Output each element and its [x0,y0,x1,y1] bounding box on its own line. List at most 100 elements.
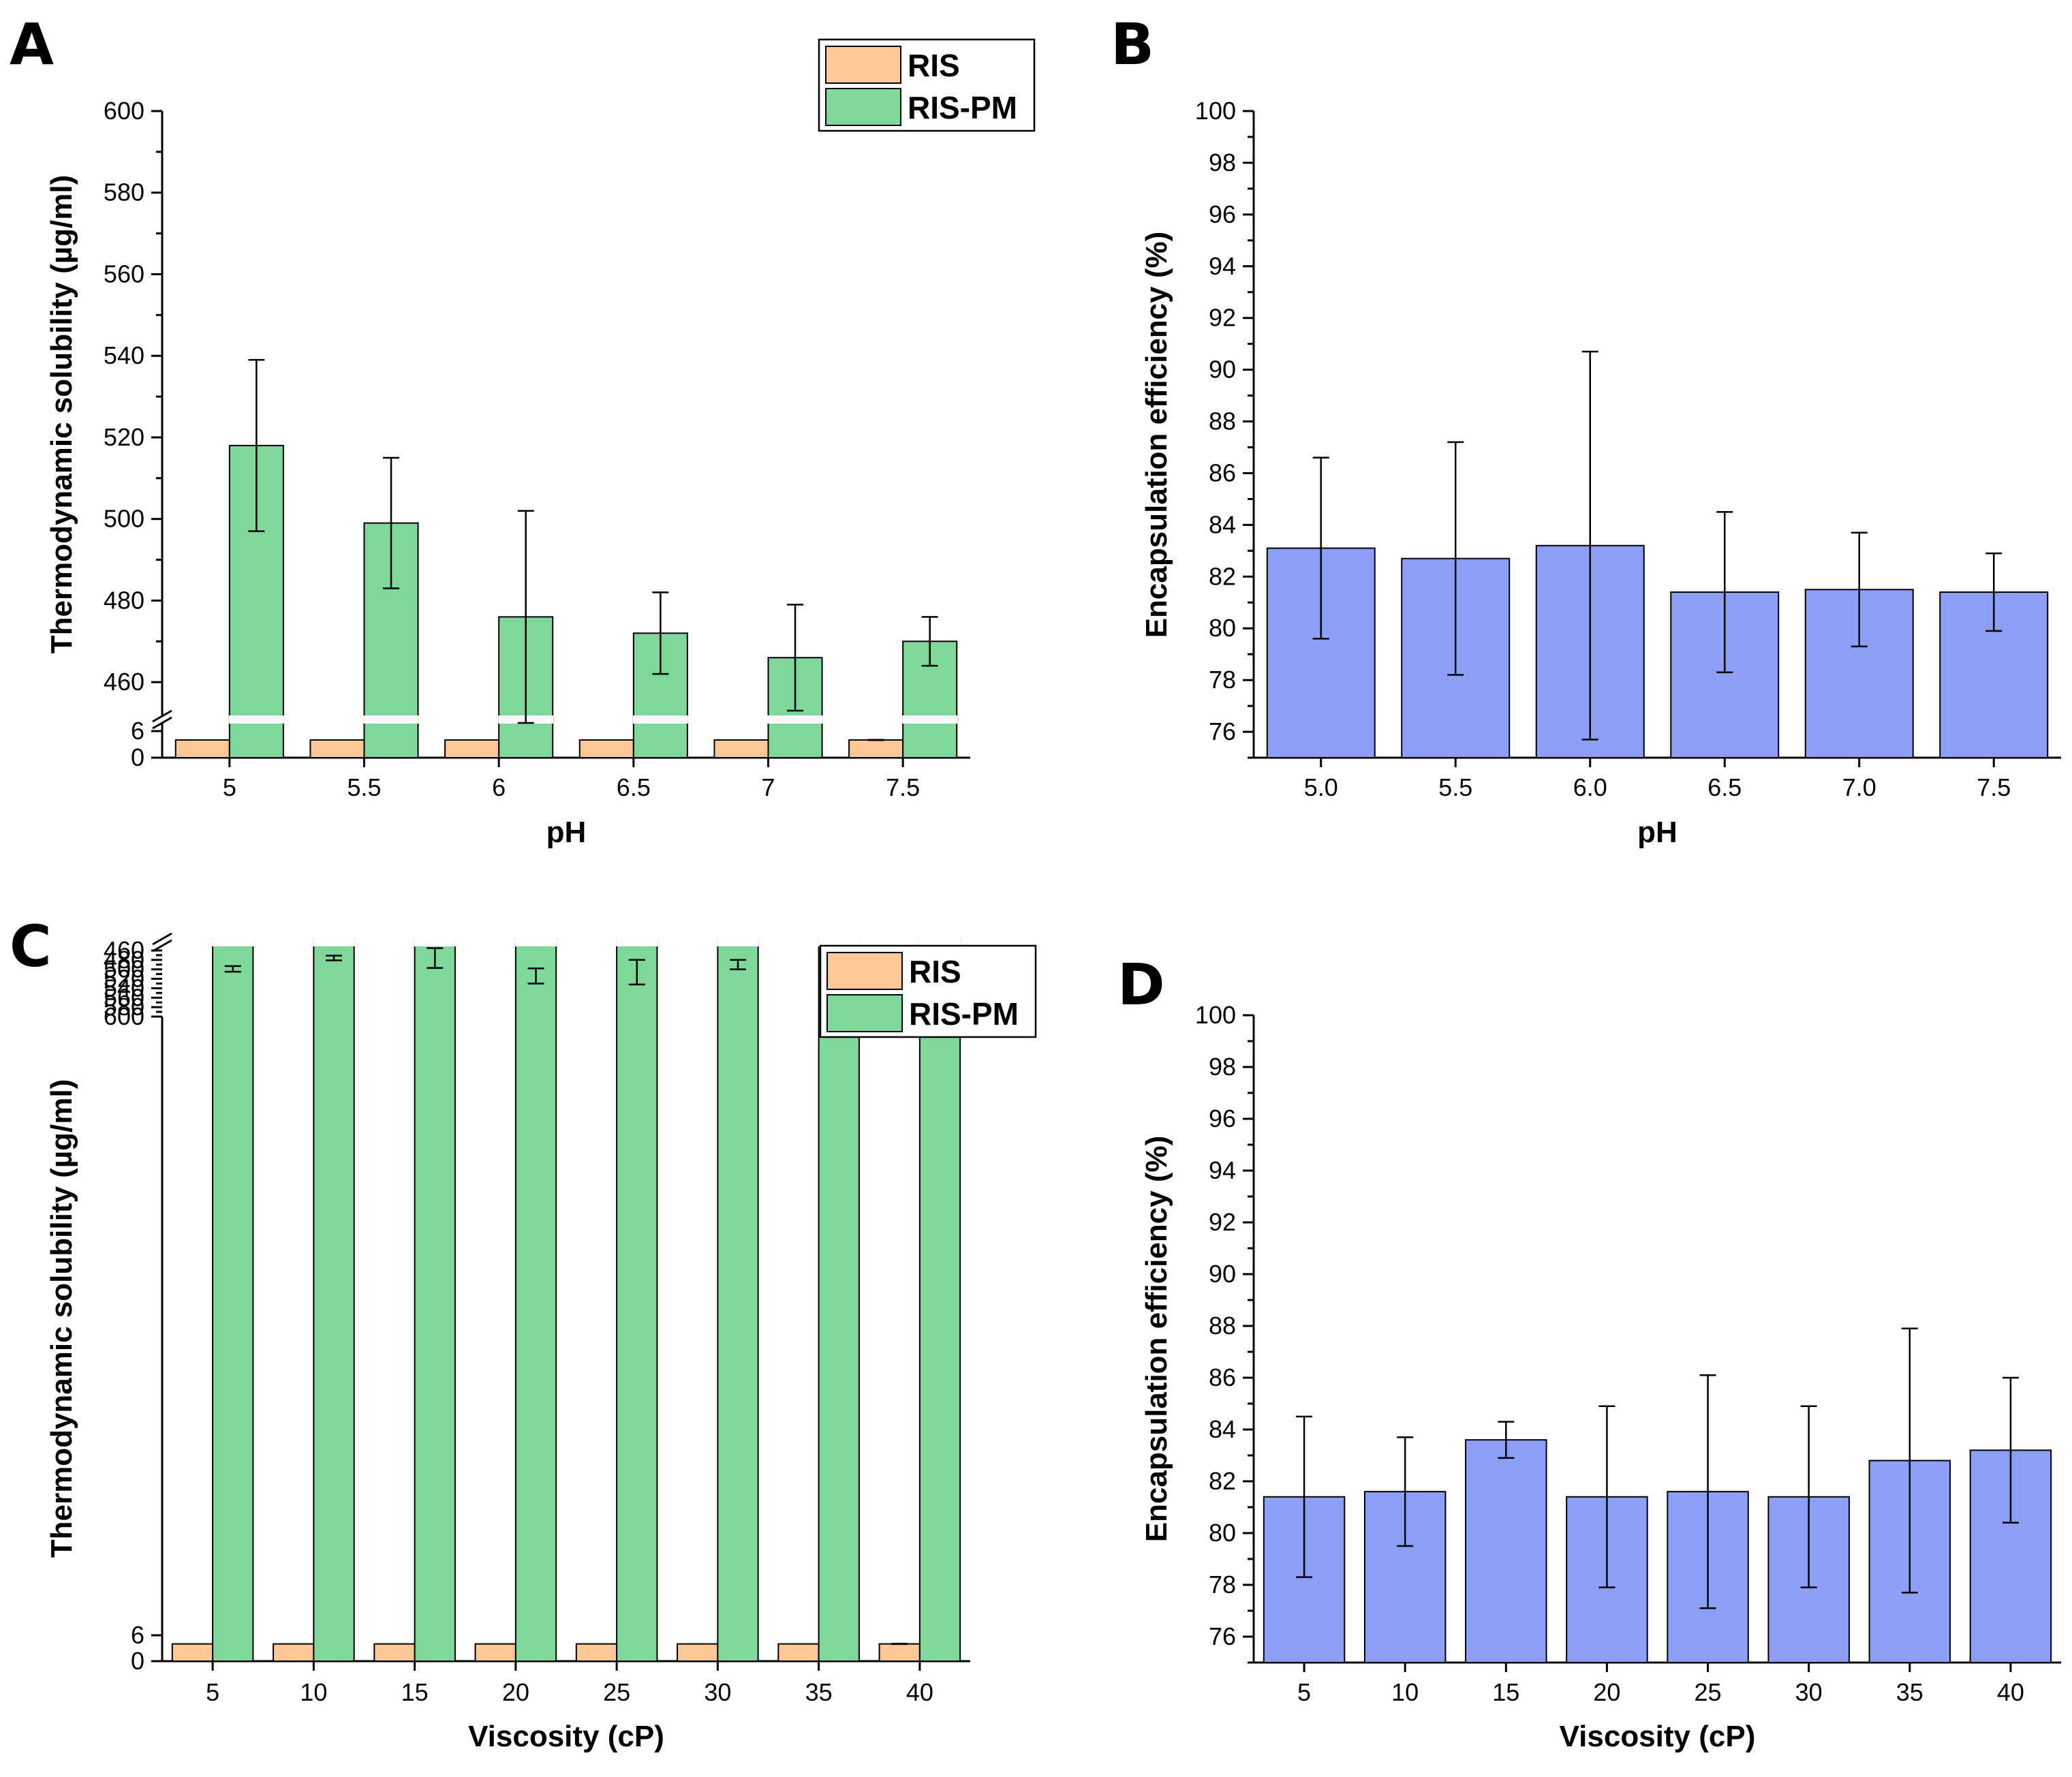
x-tick-label-C-40: 40 [906,1678,933,1706]
y-tick-label-D-98: 98 [1209,1053,1236,1081]
bar-ee-D-15 [1465,1439,1547,1663]
bar-break-gap-C-5 [212,938,254,946]
y-tick-label-C-low-6: 6 [131,1621,144,1649]
y-tick-label-D-92: 92 [1209,1208,1236,1236]
x-tick-label-C-35: 35 [805,1678,833,1706]
y-tick-label-D-84: 84 [1209,1415,1236,1443]
y-tick-label-D-90: 90 [1209,1260,1236,1288]
bar-ris-C-40 [878,1643,921,1663]
bar-break-gap-C-30 [717,938,759,946]
y-tick-label-D-78: 78 [1209,1571,1236,1598]
x-tick-label-D-30: 30 [1795,1678,1823,1706]
y-tick-label-D-86: 86 [1209,1363,1236,1391]
x-tick-label-B-7-5: 7.5 [1977,773,2011,801]
x-tick-label-A-5-5: 5.5 [347,773,381,801]
y-tick-label-B-76: 76 [1209,717,1236,745]
x-tick-label-D-10: 10 [1391,1678,1419,1706]
y-tick-label-B-80: 80 [1209,614,1236,642]
axis-break-gap-A [159,716,165,723]
legend-label-A-ris: RIS [908,48,960,83]
bar-break-gap-A-7 [767,715,823,724]
y-tick-label-A-600: 600 [104,97,144,125]
bar-break-gap-C-20 [514,938,557,946]
axis-break-mark-C-2 [152,939,172,953]
x-tick-label-D-15: 15 [1492,1678,1519,1706]
y-tick-label-D-100: 100 [1195,1001,1236,1029]
y-tick-label-D-82: 82 [1209,1467,1236,1495]
bar-ris-pm-low-C-15 [414,938,456,1662]
legend-label-A-ris-pm: RIS-PM [908,90,1017,125]
y-tick-label-A-520: 520 [104,423,144,451]
bar-ris-A-7 [713,739,769,758]
x-tick-label-B-6-0: 6.0 [1573,773,1607,801]
x-axis-title-D: Viscosity (cP) [1560,1720,1756,1753]
bar-ris-C-5 [171,1643,214,1663]
x-tick-label-D-25: 25 [1695,1678,1722,1706]
bar-break-gap-A-6-5 [632,715,688,724]
axis-break-mark-A-2 [152,716,172,730]
y-tick-label-A-low-0: 0 [131,743,144,771]
bar-ris-C-25 [575,1643,618,1663]
bar-ris-A-7-5 [848,739,904,758]
x-tick-label-C-5: 5 [206,1678,219,1706]
y-tick-label-C-600: 600 [104,1002,144,1030]
bar-ris-pm-low-C-20 [514,938,557,1662]
y-tick-label-D-80: 80 [1209,1519,1236,1547]
y-tick-label-B-96: 96 [1209,200,1236,228]
bar-ris-A-5 [174,739,230,758]
y-tick-label-C-500: 500 [104,955,144,983]
x-tick-label-A-6-5: 6.5 [617,773,651,801]
x-tick-label-C-30: 30 [704,1678,731,1706]
bar-ris-pm-low-C-10 [313,938,355,1662]
x-tick-label-B-5-0: 5.0 [1304,773,1338,801]
bar-ris-A-6 [444,739,500,758]
x-axis-title-C: Viscosity (cP) [468,1720,664,1753]
panel-label-D: D [1117,951,1165,1018]
y-tick-label-B-94: 94 [1209,252,1236,280]
y-tick-label-B-84: 84 [1209,510,1236,538]
chart-D: 76 78 80 82 84 86 88 90 92 94 96 98 100 5 10 15 20 25 30 35… [1140,1001,2061,1753]
y-tick-label-C-520: 520 [104,965,144,993]
y-tick-label-A-480: 480 [104,586,144,614]
legend-swatch-A-ris-pm [825,88,901,126]
x-tick-label-B-7-0: 7.0 [1842,773,1876,801]
y-tick-label-B-100: 100 [1195,97,1236,125]
x-tick-label-C-20: 20 [502,1678,529,1706]
y-tick-label-A-500: 500 [104,505,144,533]
x-tick-label-C-25: 25 [603,1678,630,1706]
x-tick-label-A-6: 6 [492,773,506,801]
x-tick-label-C-10: 10 [300,1678,327,1706]
legend-swatch-C-ris-pm [826,994,903,1032]
axis-break-mark-C-1 [152,932,172,946]
legend-label-C-ris: RIS [909,954,961,989]
y-tick-label-D-94: 94 [1209,1156,1236,1184]
y-tick-label-A-560: 560 [104,260,144,288]
bar-ris-pm-low-C-30 [717,938,759,1662]
bar-ris-pm-low-C-25 [616,938,658,1662]
legend-swatch-C-ris [826,952,903,990]
y-tick-label-A-low-6: 6 [131,717,144,745]
bar-ris-A-5-5 [309,739,365,758]
bar-break-gap-C-15 [414,938,456,946]
bar-ris-pm-low-C-35 [818,938,860,1662]
panel-label-B: B [1111,11,1154,78]
x-axis-title-B: pH [1637,816,1677,849]
legend-swatch-A-ris [825,46,901,84]
bar-ris-C-20 [474,1643,516,1663]
x-tick-label-D-40: 40 [1997,1678,2024,1706]
y-tick-label-C-580: 580 [104,993,144,1021]
legend-label-C-ris-pm: RIS-PM [909,996,1019,1032]
y-tick-label-A-460: 460 [104,668,144,696]
x-axis-title-A: pH [546,816,587,849]
y-tick-label-D-76: 76 [1209,1622,1236,1650]
bar-ris-C-30 [677,1643,719,1663]
bar-ris-C-10 [273,1643,315,1663]
y-axis-title-B: Encapsulation efficiency (%) [1140,232,1173,638]
y-axis-title-D: Encapsulation efficiency (%) [1140,1136,1173,1543]
y-tick-label-D-96: 96 [1209,1104,1236,1132]
x-tick-label-C-15: 15 [401,1678,429,1706]
y-tick-label-C-low-0: 0 [131,1647,144,1675]
bar-break-gap-C-35 [818,938,860,946]
